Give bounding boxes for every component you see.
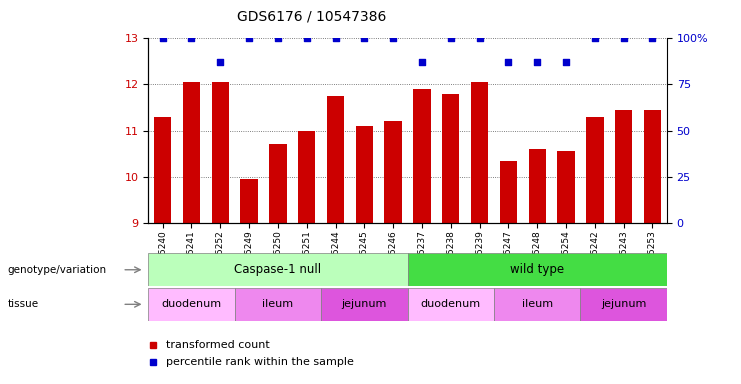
Bar <box>615 110 632 223</box>
Point <box>531 59 543 65</box>
Point <box>445 35 456 41</box>
Bar <box>269 144 287 223</box>
Bar <box>580 288 667 321</box>
Bar <box>413 89 431 223</box>
Text: duodenum: duodenum <box>162 299 222 310</box>
Text: genotype/variation: genotype/variation <box>7 265 107 275</box>
Point <box>243 35 255 41</box>
Text: percentile rank within the sample: percentile rank within the sample <box>167 357 354 367</box>
Point <box>272 35 284 41</box>
Point <box>589 35 601 41</box>
Bar <box>557 151 575 223</box>
Bar <box>148 253 408 286</box>
Bar <box>528 149 546 223</box>
Bar <box>154 117 171 223</box>
Bar <box>235 288 321 321</box>
Text: jejunum: jejunum <box>342 299 387 310</box>
Point <box>388 35 399 41</box>
Bar <box>356 126 373 223</box>
Point <box>156 35 168 41</box>
Text: transformed count: transformed count <box>167 340 270 350</box>
Point <box>473 35 485 41</box>
Bar <box>183 82 200 223</box>
Bar <box>644 110 661 223</box>
Text: duodenum: duodenum <box>421 299 481 310</box>
Point <box>647 35 659 41</box>
Point <box>359 35 370 41</box>
Text: GDS6176 / 10547386: GDS6176 / 10547386 <box>236 10 386 23</box>
Bar <box>494 288 580 321</box>
Point <box>618 35 630 41</box>
Text: Caspase-1 null: Caspase-1 null <box>234 263 322 276</box>
Bar <box>499 161 517 223</box>
Point <box>301 35 313 41</box>
Text: ileum: ileum <box>522 299 553 310</box>
Text: wild type: wild type <box>510 263 565 276</box>
Point <box>416 59 428 65</box>
Text: tissue: tissue <box>7 299 39 310</box>
Bar <box>408 253 667 286</box>
Point <box>502 59 514 65</box>
Point <box>330 35 342 41</box>
Point <box>185 35 197 41</box>
Bar <box>586 117 603 223</box>
Bar <box>442 94 459 223</box>
Text: jejunum: jejunum <box>601 299 646 310</box>
Point <box>560 59 572 65</box>
Text: ileum: ileum <box>262 299 293 310</box>
Bar <box>298 131 316 223</box>
Bar <box>148 288 235 321</box>
Bar <box>471 82 488 223</box>
Bar <box>408 288 494 321</box>
Point <box>214 59 226 65</box>
Bar <box>321 288 408 321</box>
Bar <box>385 121 402 223</box>
Bar <box>212 82 229 223</box>
Bar <box>327 96 344 223</box>
Bar <box>240 179 258 223</box>
